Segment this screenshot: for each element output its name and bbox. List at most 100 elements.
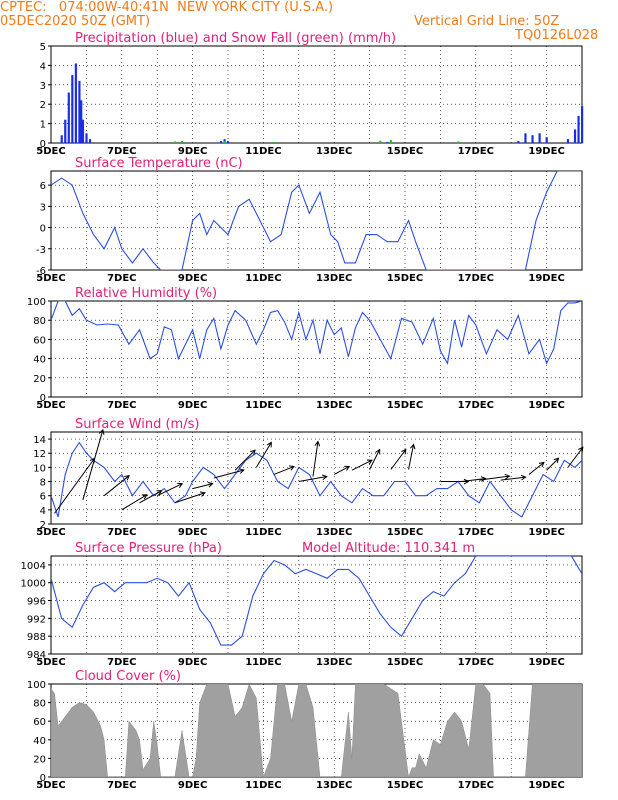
precip-ytick-label: 2 [40,100,46,111]
temp-line [51,171,582,270]
cloud-title: Cloud Cover (%) [75,669,181,684]
cloud-xtick-label: 5DEC [36,780,65,791]
precip-xtick-label: 13DEC [316,146,352,157]
pressure-ytick-label: 984 [27,650,46,661]
cloud-xtick-label: 15DEC [387,780,423,791]
cloud-ytick-label: 0 [40,773,46,784]
pressure-xtick-label: 7DEC [107,657,136,668]
wind-ytick-label: 4 [40,506,46,517]
wind-xtick-label: 11DEC [245,527,281,538]
wind-ytick-label: 12 [33,449,46,460]
pressure-frame [50,555,583,655]
wind-line [51,441,582,518]
wind-title: Surface Wind (m/s) [75,417,199,432]
rh-xtick-label: 11DEC [245,400,281,411]
precip-bar-blue [386,142,389,143]
wind-arrow [156,483,183,497]
temp-frame [50,170,583,271]
wind-arrow [461,478,486,483]
pressure-ytick-label: 1000 [21,579,46,590]
wind-arrow-head [520,474,527,481]
header-model-code: TQ0126L028 [515,28,599,43]
precip-xtick-label: 7DEC [107,146,136,157]
wind-arrow [408,444,415,470]
precip-bar-green [389,140,393,143]
precip-ytick-label: 0 [40,139,46,150]
rh-title: Relative Humidity (%) [75,286,217,301]
precip-ytick-label: 1 [40,120,46,131]
wind-arrow [351,459,373,471]
pressure-ytick-label: 1004 [21,561,46,572]
pressure-xtick-label: 9DEC [178,657,207,668]
wind-arrow [273,465,295,475]
wind-ytick-label: 2 [40,520,46,531]
wind-arrow-head [463,478,470,485]
precip-bar-blue [227,141,230,143]
wind-arrow [234,449,256,471]
wind-ytick-label: 14 [33,435,46,446]
rh-ytick-label: 40 [33,355,46,366]
precip-xtick-label: 15DEC [387,146,423,157]
precip-bar-blue [80,100,83,143]
precip-xtick-label: 11DEC [245,146,281,157]
wind-arrow-head [124,475,130,481]
precip-bar-blue [74,63,77,143]
wind-frame [50,431,583,525]
header-line1: CPTEC: 074:00W-40:41N NEW YORK CITY (U.S… [0,0,334,15]
wind-ytick-label: 6 [40,492,46,503]
precip-title: Precipitation (blue) and Snow Fall (gree… [75,31,396,46]
wind-arrow-head [156,490,163,496]
rh-xtick-label: 19DEC [528,400,564,411]
wind-arrow-head [250,449,256,456]
pressure-xtick-label: 15DEC [387,657,423,668]
precip-bar-blue [581,106,584,143]
temp-title: Surface Temperature (nC) [75,156,243,171]
wind-arrow-head [409,443,416,450]
cloud-xtick-label: 11DEC [245,780,281,791]
wind-arrow [546,457,559,471]
precip-bar-blue [85,133,88,143]
precip-bar-blue [517,141,520,143]
precip-bar-blue [538,133,541,143]
rh-xtick-label: 17DEC [458,400,494,411]
wind-arrow-head [578,446,584,453]
rh-ytick-label: 80 [33,316,46,327]
temp-xtick-label: 17DEC [458,273,494,284]
pressure-title: Surface Pressure (hPa) [75,541,222,556]
rh-xtick-label: 15DEC [387,400,423,411]
wind-xtick-label: 7DEC [107,527,136,538]
precip-bar-blue [566,139,570,143]
precip-bar-blue [81,119,85,143]
rh-frame [50,300,583,398]
temp-ytick-label: 6 [40,181,46,192]
pressure-xtick-label: 17DEC [458,657,494,668]
temp-ytick-label: -3 [36,245,46,256]
wind-arrow-head [553,457,560,464]
wind-arrow-head [141,494,148,500]
wind-arrow [213,469,244,479]
temp-xtick-label: 13DEC [316,273,352,284]
wind-arrow [255,442,272,468]
precip-bar-blue [573,129,577,143]
wind-xtick-label: 17DEC [458,527,494,538]
temp-xtick-label: 11DEC [245,273,281,284]
precip-bar-green [173,141,177,143]
wind-arrow-head [480,476,487,482]
pressure-xtick-label: 11DEC [245,657,281,668]
wind-arrow [103,475,130,497]
pressure-ytick-label: 992 [27,614,46,625]
wind-arrow-head [238,468,245,474]
wind-arrow-head [401,448,407,455]
precip-bar-green [379,140,382,143]
precip-ytick-label: 4 [40,61,46,72]
rh-ytick-label: 100 [27,297,46,308]
wind-arrow [479,475,510,481]
precip-xtick-label: 9DEC [178,146,207,157]
pressure-xtick-label: 5DEC [36,657,65,668]
wind-arrow [174,492,206,504]
wind-arrow-head [177,482,184,489]
precip-xtick-label: 17DEC [458,146,494,157]
wind-xtick-label: 15DEC [387,527,423,538]
rh-xtick-label: 5DEC [36,400,65,411]
